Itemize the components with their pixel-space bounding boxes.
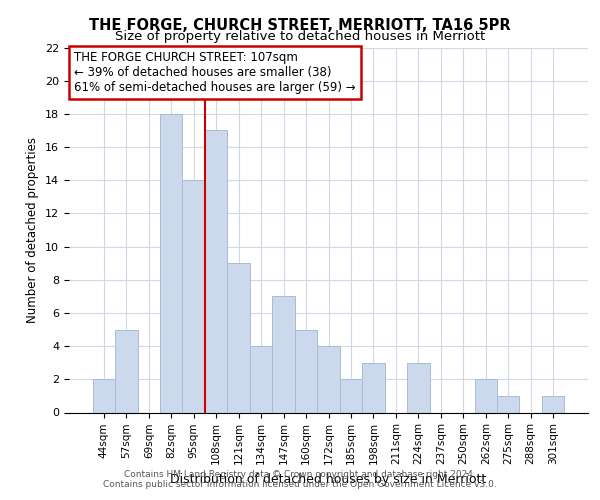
Bar [115,330,137,412]
Text: Contains HM Land Registry data © Crown copyright and database right 2024.
Contai: Contains HM Land Registry data © Crown c… [103,470,497,489]
Bar [542,396,565,412]
Bar [340,380,362,412]
Bar [227,263,250,412]
Bar [295,330,317,412]
Bar [205,130,227,412]
Y-axis label: Number of detached properties: Number of detached properties [26,137,40,323]
Bar [362,362,385,412]
Bar [272,296,295,412]
Bar [317,346,340,412]
Text: THE FORGE, CHURCH STREET, MERRIOTT, TA16 5PR: THE FORGE, CHURCH STREET, MERRIOTT, TA16… [89,18,511,32]
Bar [160,114,182,412]
Bar [497,396,520,412]
Bar [182,180,205,412]
Bar [475,380,497,412]
Text: Size of property relative to detached houses in Merriott: Size of property relative to detached ho… [115,30,485,43]
X-axis label: Distribution of detached houses by size in Merriott: Distribution of detached houses by size … [170,472,487,486]
Text: THE FORGE CHURCH STREET: 107sqm
← 39% of detached houses are smaller (38)
61% of: THE FORGE CHURCH STREET: 107sqm ← 39% of… [74,51,356,94]
Bar [92,380,115,412]
Bar [407,362,430,412]
Bar [250,346,272,412]
